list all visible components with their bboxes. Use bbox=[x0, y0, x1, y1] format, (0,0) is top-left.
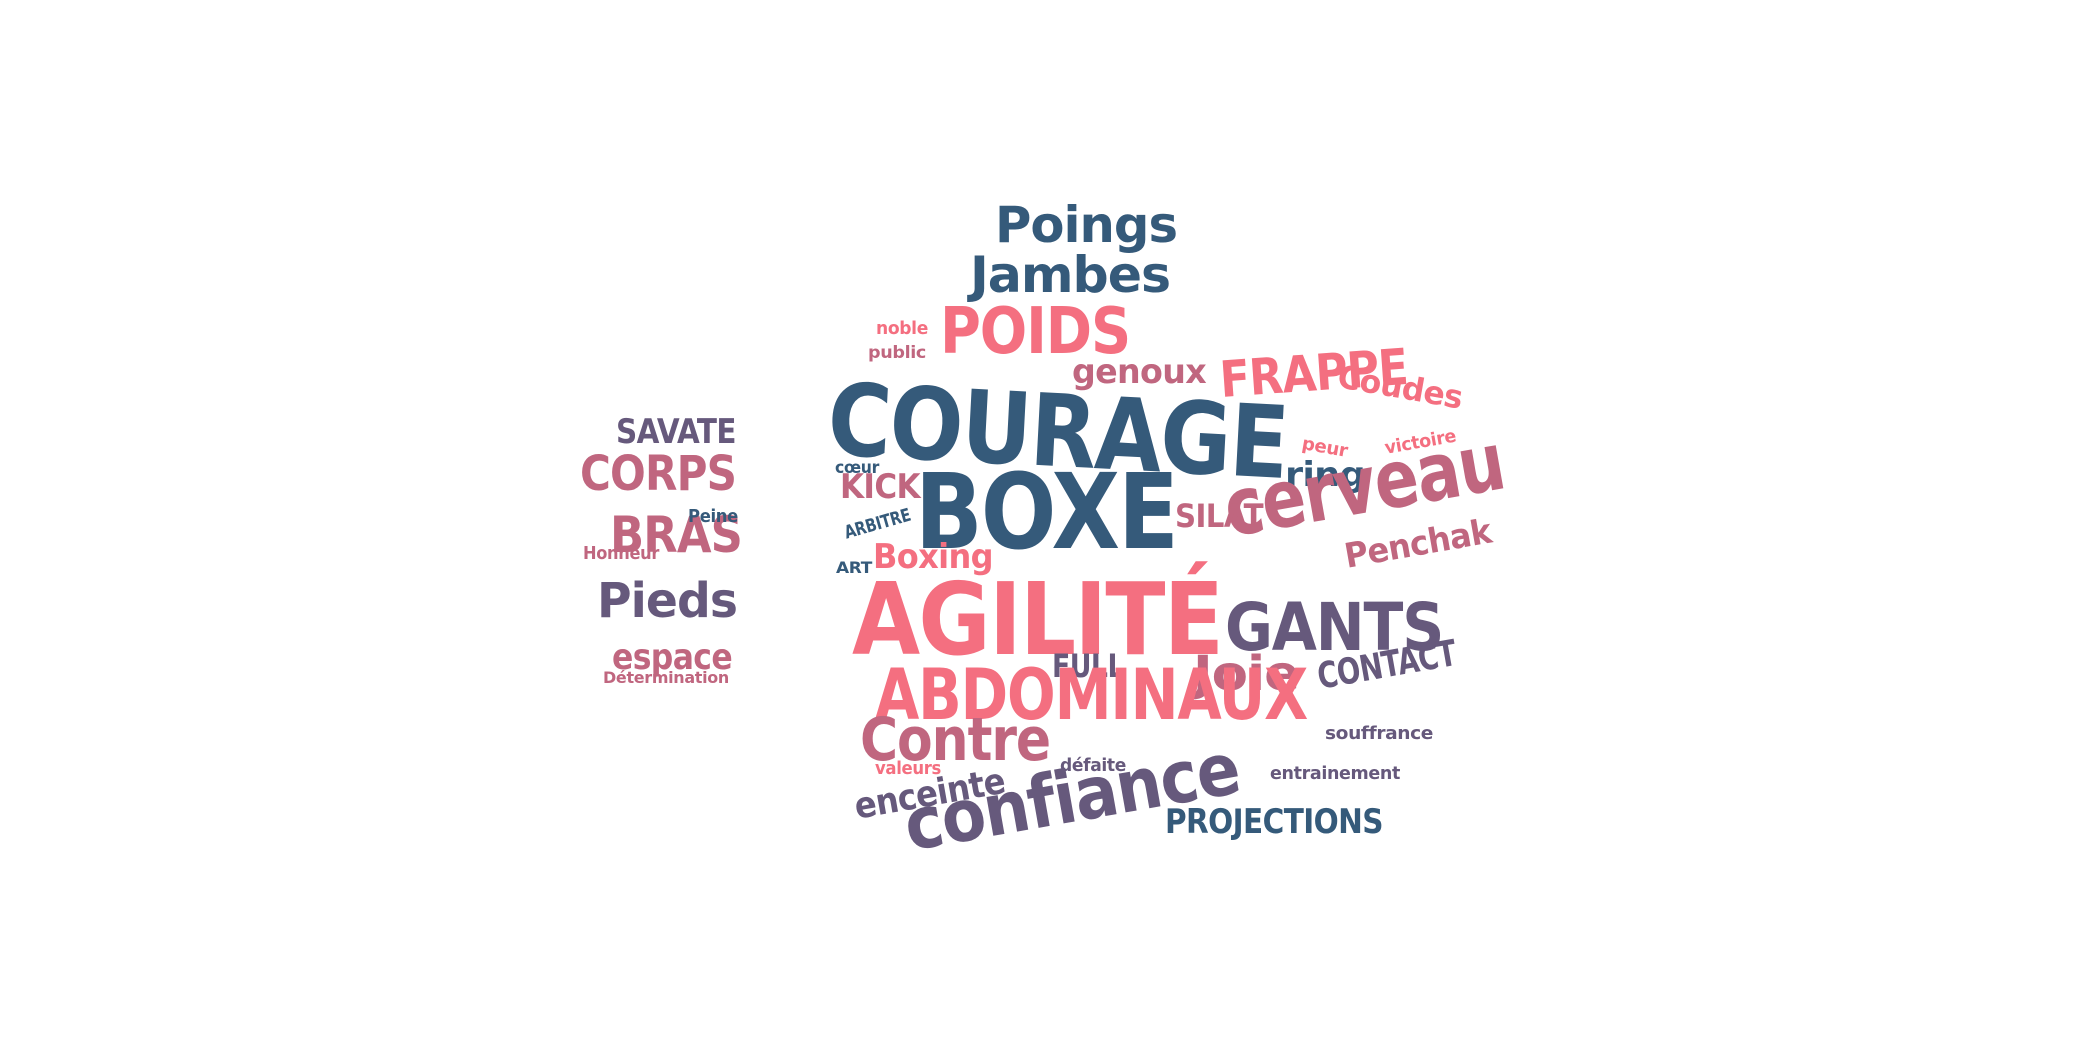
cloud-word: Poings bbox=[995, 196, 1178, 254]
cloud-word: FULL bbox=[1052, 647, 1124, 685]
cloud-word: SILAT bbox=[1175, 497, 1264, 535]
cloud-word: noble bbox=[876, 318, 928, 339]
cloud-word: Honneur bbox=[583, 543, 660, 564]
cloud-word: Coudes bbox=[1334, 357, 1466, 417]
cloud-word: public bbox=[868, 343, 926, 363]
cloud-word: BOXE bbox=[915, 451, 1179, 573]
cloud-word: genoux bbox=[1072, 352, 1207, 392]
cloud-word: Pieds bbox=[597, 573, 738, 629]
cloud-word: ART bbox=[836, 558, 872, 577]
cloud-word: ring bbox=[1285, 455, 1366, 495]
cloud-word: PROJECTIONS bbox=[1165, 802, 1383, 842]
cloud-word: SAVATE bbox=[616, 412, 737, 452]
cloud-word: souffrance bbox=[1325, 723, 1434, 744]
cloud-word: GANTS bbox=[1225, 589, 1444, 666]
cloud-word: Contre bbox=[860, 705, 1051, 775]
cloud-word: cœur bbox=[835, 458, 879, 478]
cloud-word: Peine bbox=[688, 506, 738, 527]
cloud-word: ABDOMINAUX bbox=[875, 654, 1308, 736]
cloud-word: Joie bbox=[1193, 646, 1300, 702]
cloud-word: POIDS bbox=[940, 295, 1131, 369]
cloud-word: KICK bbox=[840, 467, 921, 507]
cloud-word: défaite bbox=[1060, 755, 1126, 776]
cloud-word: BRAS bbox=[610, 506, 743, 564]
cloud-word: CORPS bbox=[580, 446, 737, 502]
cloud-word: Jambes bbox=[970, 246, 1171, 304]
cloud-word: Détermination bbox=[603, 668, 729, 687]
cloud-word: Boxing bbox=[873, 537, 994, 577]
cloud-word: valeurs bbox=[875, 758, 942, 779]
cloud-word: entrainement bbox=[1270, 763, 1401, 784]
cloud-word: espace bbox=[612, 637, 733, 678]
cloud-word: AGILITÉ bbox=[852, 561, 1224, 678]
